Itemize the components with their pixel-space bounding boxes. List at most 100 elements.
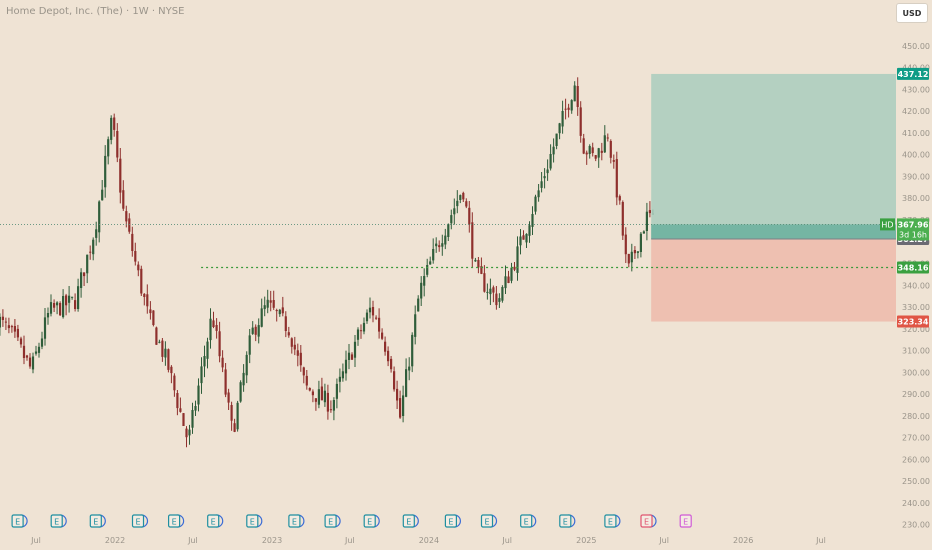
- earnings-marker[interactable]: E: [168, 514, 185, 528]
- candle-body: [630, 251, 633, 263]
- candle-body: [182, 413, 185, 426]
- candle-body: [155, 327, 158, 345]
- candle-body: [429, 261, 432, 265]
- candle-body: [107, 139, 110, 157]
- candle-body: [594, 155, 597, 159]
- earnings-label: E: [211, 518, 216, 527]
- candle-body: [257, 325, 260, 337]
- earnings-marker[interactable]: E: [288, 514, 305, 528]
- candle-body: [531, 214, 534, 227]
- candle-body: [549, 154, 552, 169]
- earnings-icon: [168, 514, 181, 528]
- earnings-marker[interactable]: E: [559, 514, 576, 528]
- candle-body: [161, 340, 164, 357]
- price-tick-label: 430.00: [902, 85, 930, 94]
- support-price-tag: 348.16: [898, 264, 929, 273]
- candle-body: [552, 146, 555, 155]
- candle-body: [179, 408, 182, 412]
- candle-body: [308, 388, 311, 391]
- candle-body: [302, 367, 305, 376]
- price-tick-label: 400.00: [902, 151, 930, 160]
- earnings-marker[interactable]: E: [640, 514, 657, 528]
- earnings-marker[interactable]: E: [444, 514, 461, 528]
- candle-body: [92, 239, 95, 255]
- candle-body: [618, 196, 621, 201]
- candle-body: [353, 341, 357, 358]
- candle-body: [510, 267, 513, 281]
- earnings-icon: [480, 514, 494, 528]
- earnings-marker[interactable]: E: [50, 514, 67, 528]
- earnings-marker[interactable]: E: [604, 514, 621, 528]
- candle-body: [146, 294, 149, 307]
- candle-body: [411, 334, 414, 367]
- candle-body: [402, 395, 405, 416]
- candle-body: [134, 251, 137, 262]
- candle-body: [576, 86, 579, 107]
- earnings-marker[interactable]: E: [679, 514, 692, 528]
- earnings-marker[interactable]: E: [480, 514, 498, 528]
- candle-body: [633, 250, 636, 254]
- earnings-marker[interactable]: E: [131, 514, 149, 528]
- earnings-icon: [444, 514, 457, 528]
- candle-body: [200, 366, 203, 384]
- time-tick-label: 2023: [262, 536, 282, 545]
- earnings-marker[interactable]: E: [520, 514, 537, 528]
- earnings-icon: [207, 514, 220, 528]
- candle-body: [260, 308, 263, 327]
- candle-body: [68, 295, 71, 303]
- candle-body: [543, 176, 546, 179]
- candle-body: [489, 288, 492, 295]
- ticker-tag: HD: [881, 220, 893, 229]
- open-pnl-zone: [651, 224, 896, 239]
- candle-body: [56, 302, 59, 306]
- last-price-tag-bg: [897, 218, 929, 241]
- earnings-label: E: [367, 518, 372, 527]
- earnings-marker[interactable]: E: [11, 514, 28, 528]
- candle-body: [71, 296, 74, 298]
- earnings-label: E: [15, 518, 20, 527]
- candle-body: [221, 357, 224, 368]
- candle-body: [317, 389, 320, 405]
- candle-body: [639, 233, 642, 252]
- candle-body: [53, 303, 56, 308]
- candle-body: [104, 155, 107, 188]
- earnings-marker[interactable]: E: [246, 514, 263, 528]
- candle-body: [110, 117, 113, 140]
- candle-body: [131, 233, 134, 251]
- earnings-icon: [50, 514, 63, 528]
- earnings-marker[interactable]: E: [402, 514, 419, 528]
- price-tick-label: 310.00: [902, 347, 930, 356]
- earnings-marker[interactable]: E: [89, 514, 106, 528]
- candle-body: [600, 150, 603, 153]
- candle-body: [371, 307, 375, 316]
- candle-body: [486, 291, 489, 293]
- candle-body: [513, 266, 516, 270]
- candle-body: [332, 400, 335, 411]
- earnings-marker[interactable]: E: [363, 514, 380, 528]
- candle-body: [13, 326, 16, 332]
- candle-body: [4, 321, 7, 323]
- candle-body: [31, 356, 35, 370]
- candle-body: [347, 352, 351, 360]
- candle-body: [582, 138, 585, 154]
- time-tick-label: Jul: [344, 536, 355, 545]
- loss-zone: [651, 238, 896, 322]
- candle-body: [522, 235, 525, 240]
- price-tick-label: 380.00: [902, 194, 930, 203]
- time-tick-label: Jul: [187, 536, 198, 545]
- candle-body: [263, 305, 266, 310]
- candle-body: [272, 300, 275, 308]
- earnings-marker[interactable]: E: [207, 514, 224, 528]
- candle-body: [293, 344, 296, 350]
- candle-body: [218, 331, 221, 357]
- candle-body: [507, 276, 510, 283]
- candle-body: [564, 108, 567, 110]
- currency-button[interactable]: USD: [896, 3, 928, 23]
- candle-body: [233, 423, 236, 432]
- earnings-icon: [520, 514, 533, 528]
- earnings-marker[interactable]: E: [324, 514, 341, 528]
- candle-body: [278, 309, 281, 315]
- time-tick-label: Jul: [30, 536, 41, 545]
